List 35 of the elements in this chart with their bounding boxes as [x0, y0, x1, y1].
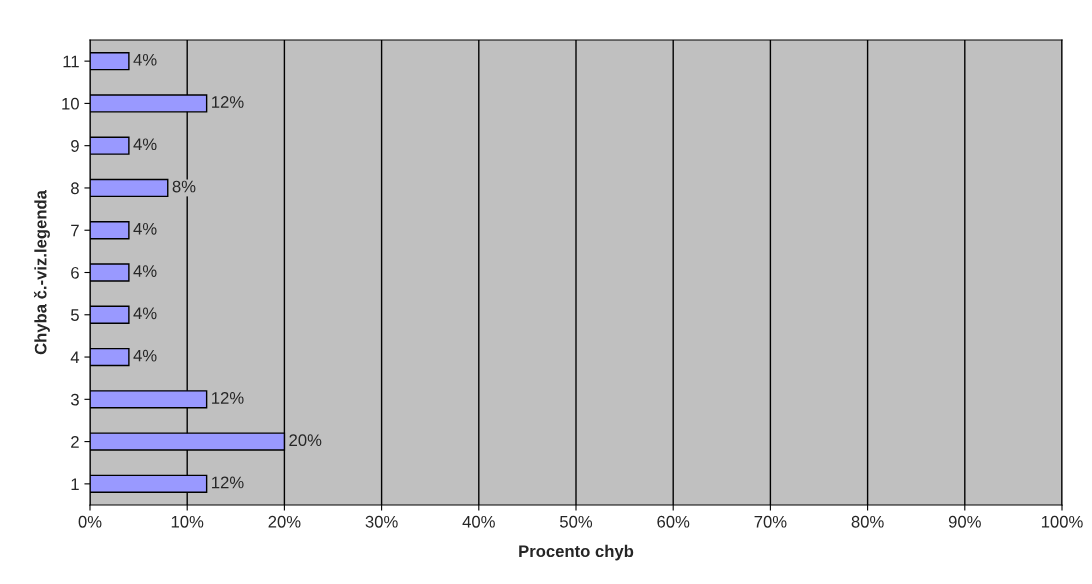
x-tick-label: 30% [365, 515, 398, 528]
data-label: 4% [133, 53, 157, 66]
x-tick-label: 90% [948, 515, 981, 528]
y-tick-label: 7 [71, 224, 79, 237]
data-label: 20% [289, 434, 322, 447]
data-label: 8% [172, 180, 196, 193]
x-tick-label: 0% [78, 515, 102, 528]
x-tick-label: 70% [754, 515, 787, 528]
x-tick-label: 50% [559, 515, 593, 528]
data-label: 12% [212, 476, 244, 489]
y-tick-label: 4 [70, 351, 80, 364]
y-tick-label: 10 [62, 97, 79, 110]
data-label: 4% [133, 349, 157, 362]
y-tick-label: 11 [63, 55, 79, 68]
y-tick-label: 1 [71, 478, 79, 490]
x-tick-label: 40% [462, 515, 495, 528]
data-label: 12% [212, 96, 244, 108]
x-tick-label: 80% [851, 515, 884, 528]
data-label: 4% [133, 138, 157, 151]
x-tick-label: 10% [171, 515, 204, 528]
data-label: 12% [212, 391, 244, 404]
data-label: 4% [133, 307, 157, 320]
data-label: 4% [133, 222, 157, 235]
y-tick-label: 3 [70, 393, 79, 406]
x-tick-label: 60% [657, 515, 690, 528]
y-tick-label: 2 [71, 435, 79, 448]
x-axis-title: Procento chyb [519, 544, 634, 561]
y-tick-label: 9 [71, 140, 79, 152]
y-axis-title: Chyba č.-viz.legenda [33, 189, 50, 355]
data-label: 4% [133, 265, 157, 277]
x-tick-label: 20% [268, 515, 301, 528]
y-tick-label: 8 [71, 182, 79, 195]
y-tick-label: 5 [70, 309, 79, 321]
x-tick-label: 100% [1041, 515, 1083, 528]
y-tick-label: 6 [71, 266, 79, 279]
